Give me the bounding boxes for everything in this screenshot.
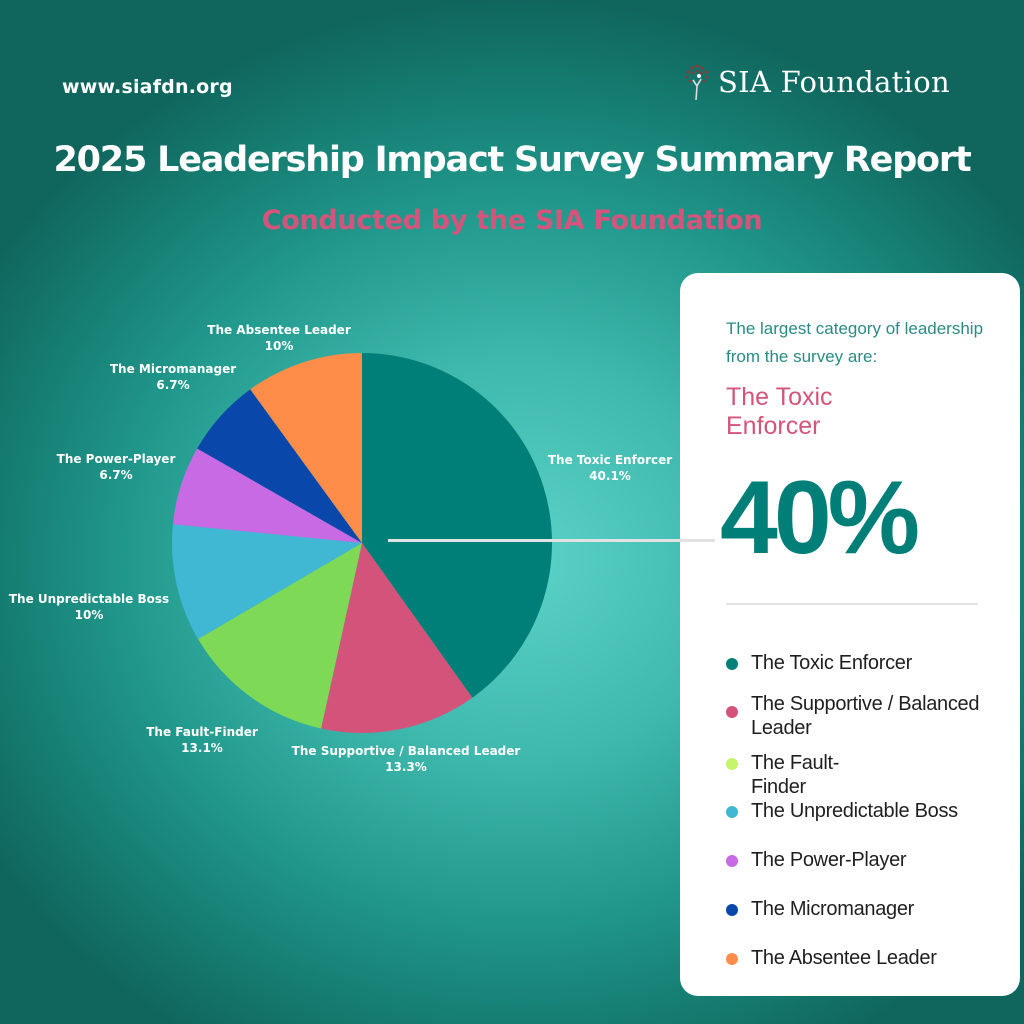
pie-label-value: 6.7%	[156, 378, 190, 392]
connector-line	[388, 539, 715, 542]
pie-data-label: The Power-Player 6.7%	[57, 451, 176, 483]
pie-data-label: The Micromanager 6.7%	[110, 361, 236, 393]
legend-item: The Micromanager	[726, 897, 914, 921]
pie-data-label: The Toxic Enforcer 40.1%	[548, 452, 672, 484]
pie-data-label: The Supportive / Balanced Leader 13.3%	[292, 743, 521, 775]
pie-slice-the-micromanager	[197, 389, 362, 543]
pie-data-label: The Fault-Finder 13.1%	[146, 724, 258, 756]
legend-item: The Power-Player	[726, 848, 907, 872]
legend-label: The Micromanager	[751, 898, 915, 920]
legend-label: The Absentee Leader	[751, 947, 937, 969]
legend-color-dot	[726, 806, 738, 818]
pie-slice-the-supportive-balanced-leader	[321, 543, 473, 733]
pie-label-value: 40.1%	[589, 469, 631, 483]
pie-label-name: The Toxic Enforcer	[547, 453, 673, 467]
legend-color-dot	[726, 904, 738, 916]
legend-color-dot	[726, 953, 738, 965]
legend-item: The Supportive / Balanced Leader	[726, 692, 1001, 740]
pie-label-name: The Unpredictable Boss	[8, 592, 170, 606]
pie-slice-the-fault-finder	[198, 543, 362, 729]
pie-data-label: The Unpredictable Boss 10%	[9, 591, 169, 623]
legend-item: The Unpredictable Boss	[726, 799, 958, 823]
pie-data-label: The Absentee Leader 10%	[207, 322, 350, 354]
tree-person-icon	[685, 64, 709, 101]
pie-label-value: 13.3%	[385, 760, 427, 774]
card-divider	[726, 603, 978, 605]
pie-slice-the-absentee-leader	[250, 353, 362, 543]
brand-name: SIA Foundation	[718, 65, 950, 99]
pie-slice-the-power-player	[172, 448, 362, 543]
pie-label-value: 10%	[74, 608, 104, 622]
website-url[interactable]: www.siafdn.org	[62, 76, 233, 98]
legend-label: The Toxic Enforcer	[751, 652, 912, 674]
pie-label-value: 6.7%	[99, 468, 133, 482]
legend-label: The Power-Player	[751, 849, 907, 871]
legend-color-dot	[726, 706, 738, 718]
page-subtitle: Conducted by the SIA Foundation	[261, 205, 763, 236]
top-category-name: The Toxic Enforcer	[726, 383, 833, 440]
pie-label-name: The Supportive / Balanced Leader	[291, 744, 521, 758]
legend-label: The Fault-Finder	[751, 752, 840, 798]
pie-slice-the-toxic-enforcer	[362, 352, 553, 698]
legend-color-dot	[726, 658, 738, 670]
legend-color-dot	[726, 855, 738, 867]
pie-slice-the-unpredictable-boss	[172, 524, 362, 640]
legend-item: The Fault-Finder	[726, 751, 851, 799]
pie-label-name: The Micromanager	[109, 362, 237, 376]
page-title: 2025 Leadership Impact Survey Summary Re…	[53, 140, 972, 180]
legend-item: The Toxic Enforcer	[726, 651, 912, 675]
pie-label-name: The Absentee Leader	[207, 323, 351, 337]
pie-label-name: The Power-Player	[56, 452, 176, 466]
summary-card	[680, 273, 1020, 996]
top-category-percent: 40%	[720, 460, 920, 576]
brand-logo: SIA Foundation	[684, 62, 950, 102]
legend-color-dot	[726, 758, 738, 770]
legend-label: The Supportive / Balanced Leader	[751, 693, 980, 739]
legend-item: The Absentee Leader	[726, 946, 937, 970]
card-intro-text: The largest category of leadership from …	[726, 319, 984, 366]
pie-label-value: 13.1%	[181, 741, 223, 755]
pie-label-name: The Fault-Finder	[146, 725, 258, 739]
pie-label-value: 10%	[264, 339, 294, 353]
legend-label: The Unpredictable Boss	[751, 800, 958, 822]
